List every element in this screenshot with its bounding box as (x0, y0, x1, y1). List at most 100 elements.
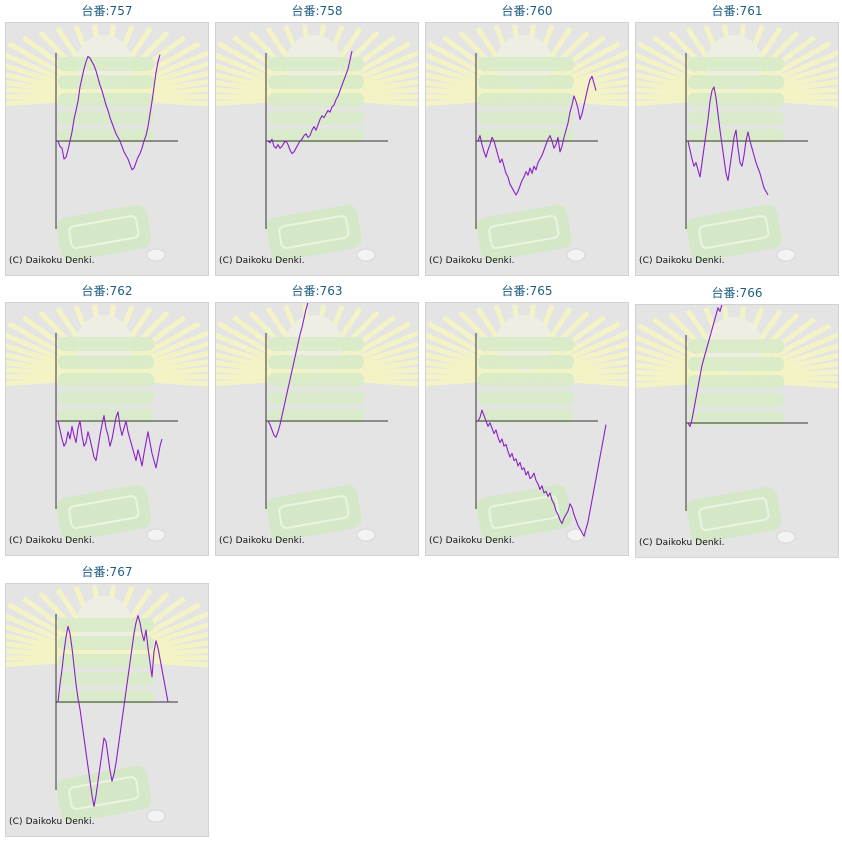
machine-number-title: 台番:757 (81, 4, 133, 18)
copyright-label: (C) Daikoku Denki. (429, 536, 515, 546)
coin-icon (356, 248, 376, 262)
series-line (477, 409, 607, 537)
tray-base-inset (68, 495, 140, 529)
watermark-art (6, 24, 208, 262)
tray-stack-tier (268, 391, 364, 405)
tray-stack-tier (688, 111, 784, 125)
machine-number-title: 台番:766 (711, 286, 763, 300)
series-line (687, 86, 769, 196)
tray-base-inset (488, 215, 560, 249)
line-chart (636, 24, 838, 262)
tray-stack-tier (688, 93, 784, 107)
tray-stack-tier (268, 57, 364, 71)
tray-stack-tier (268, 373, 364, 387)
line-chart (216, 303, 418, 542)
tray-stack-tier (58, 93, 154, 107)
tray-stack-tier (688, 339, 784, 353)
tray-stack-tier (478, 129, 574, 143)
line-chart (426, 24, 628, 262)
copyright-label: (C) Daikoku Denki. (429, 256, 515, 266)
chart-frame: (C) Daikoku Denki. (635, 304, 839, 558)
line-chart (6, 304, 208, 542)
tray-stack-tier (58, 373, 154, 387)
machine-number-title: 台番:758 (291, 4, 343, 18)
tray-base-inset (278, 215, 350, 249)
tray-stack-tier (58, 672, 154, 686)
tray-stack-tier (688, 75, 784, 89)
tray-base-inset (278, 495, 350, 529)
tray-stack-tier (268, 337, 364, 351)
line-chart (6, 585, 208, 823)
chart-frame: (C) Daikoku Denki. (5, 302, 209, 556)
tray-stack-tier (688, 57, 784, 71)
tray-stack-tier (58, 409, 154, 423)
tray-stack-tier (58, 111, 154, 125)
machine-number-title: 台番:762 (81, 284, 133, 298)
series-line (57, 411, 163, 469)
tray-stack-tier (58, 355, 154, 369)
watermark-art (426, 24, 628, 262)
series-line (57, 54, 161, 171)
series-line (57, 615, 169, 807)
series-line (267, 303, 309, 438)
copyright-label: (C) Daikoku Denki. (9, 817, 95, 827)
copyright-label: (C) Daikoku Denki. (9, 256, 95, 266)
tray-base-inset (698, 215, 770, 249)
tray-stack-tier (688, 357, 784, 371)
copyright-label: (C) Daikoku Denki. (639, 256, 725, 266)
line-chart (426, 304, 628, 542)
line-chart (636, 305, 838, 544)
chart-frame: (C) Daikoku Denki. (635, 22, 839, 276)
chart-panel: 台番:758 (C) Daikoku Denki. (215, 4, 419, 276)
chart-panel: 台番:766 (C) Daikoku Denki. (635, 286, 839, 558)
tray-stack-tier (58, 75, 154, 89)
chart-panel: 台番:762 (C) Daikoku Denki. (5, 284, 209, 556)
watermark-art (636, 24, 838, 262)
line-chart (6, 24, 208, 262)
tray-stack-tier (58, 391, 154, 405)
tray-stack-tier (478, 373, 574, 387)
tray-base-inset (68, 215, 140, 249)
machine-number-title: 台番:763 (291, 284, 343, 298)
coin-icon (356, 528, 376, 542)
tray-stack-tier (688, 375, 784, 389)
tray-stack-tier (268, 129, 364, 143)
series-line (477, 75, 597, 196)
watermark-art (216, 304, 418, 542)
tray-stack-tier (688, 393, 784, 407)
tray-base-inset (488, 495, 560, 529)
coin-icon (146, 809, 166, 823)
coin-icon (776, 248, 796, 262)
tray-stack-tier (268, 75, 364, 89)
tray-stack-tier (58, 636, 154, 650)
coin-icon (776, 530, 796, 544)
chart-panel: 台番:757 (C) Daikoku Denki. (5, 4, 209, 276)
tray-stack-tier (478, 391, 574, 405)
tray-stack-tier (478, 355, 574, 369)
chart-panel: 台番:760 (C) Daikoku Denki. (425, 4, 629, 276)
coin-icon (566, 248, 586, 262)
tray-stack-tier (268, 93, 364, 107)
chart-frame: (C) Daikoku Denki. (425, 22, 629, 276)
watermark-art (216, 24, 418, 262)
chart-panel: 台番:767 (C) Daikoku Denki. (5, 565, 209, 837)
tray-stack-tier (58, 129, 154, 143)
watermark-art (636, 306, 838, 544)
line-chart (216, 24, 418, 262)
series-line (687, 305, 723, 428)
coin-icon (146, 528, 166, 542)
tray-stack-tier (478, 75, 574, 89)
copyright-label: (C) Daikoku Denki. (219, 536, 305, 546)
tray-stack-tier (688, 129, 784, 143)
machine-number-title: 台番:761 (711, 4, 763, 18)
copyright-label: (C) Daikoku Denki. (9, 536, 95, 546)
chart-frame: (C) Daikoku Denki. (5, 22, 209, 276)
tray-stack-tier (478, 111, 574, 125)
tray-stack-tier (478, 93, 574, 107)
coin-icon (566, 528, 586, 542)
copyright-label: (C) Daikoku Denki. (639, 538, 725, 548)
chart-frame: (C) Daikoku Denki. (425, 302, 629, 556)
chart-frame: (C) Daikoku Denki. (215, 22, 419, 276)
tray-stack-tier (268, 355, 364, 369)
series-line (267, 50, 353, 155)
